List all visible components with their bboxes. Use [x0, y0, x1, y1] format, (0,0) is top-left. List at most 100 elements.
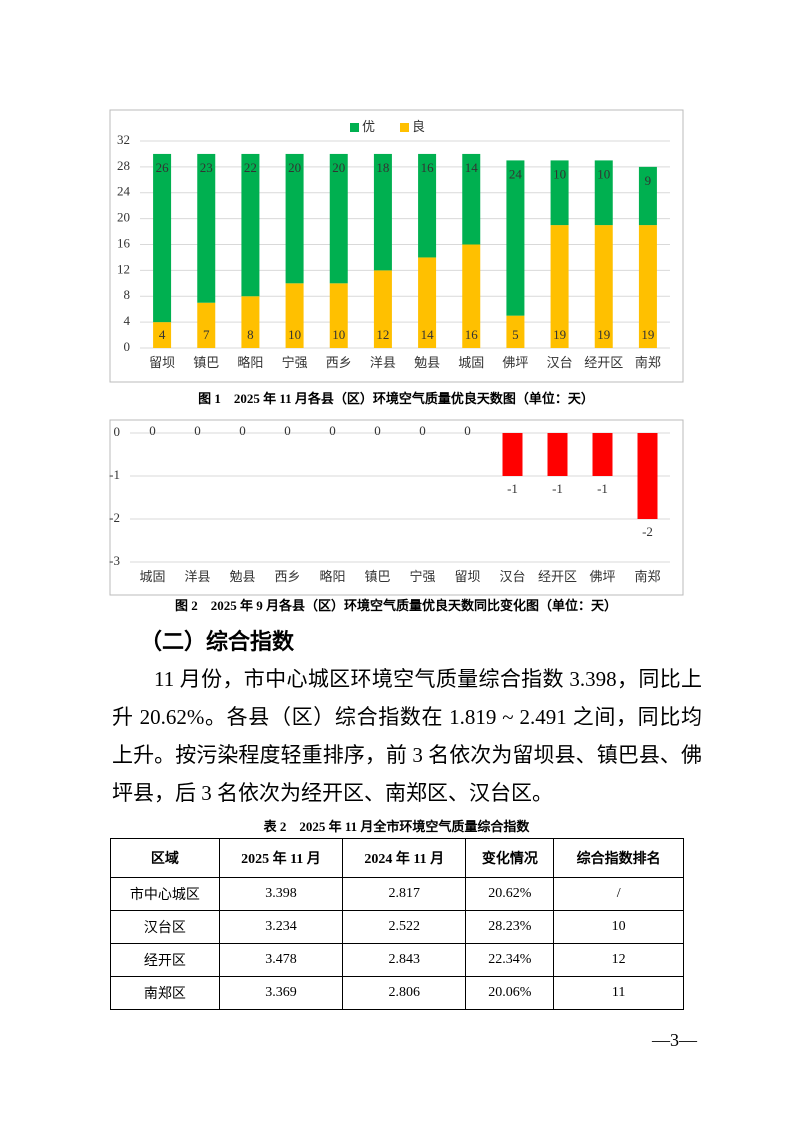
- value-label: 10: [288, 327, 301, 342]
- table-cell: 11: [553, 976, 684, 1010]
- y-tick-label: 0: [124, 339, 131, 354]
- value-label: 0: [284, 423, 291, 438]
- value-label: 14: [421, 327, 435, 342]
- x-tick-label: 西乡: [274, 569, 300, 584]
- bar-segment: [373, 153, 392, 271]
- x-tick-label: 勉县: [414, 355, 440, 370]
- table-cell: /: [553, 877, 684, 911]
- table-cell: 2.522: [342, 910, 467, 944]
- table-cell: 3.369: [218, 976, 344, 1010]
- x-tick-label: 留坝: [454, 569, 480, 584]
- value-label: 19: [597, 327, 610, 342]
- bar-segment: [638, 166, 657, 226]
- page-number: —3—: [652, 1030, 697, 1050]
- bar-segment: [241, 153, 260, 297]
- value-label: 4: [159, 327, 166, 342]
- value-label: 0: [419, 423, 426, 438]
- chart-frame: [109, 419, 684, 596]
- value-label: 0: [149, 423, 156, 438]
- table-cell: 20.06%: [465, 976, 555, 1010]
- value-label: 16: [421, 160, 435, 175]
- value-label: 12: [376, 327, 389, 342]
- y-tick-label: 16: [117, 235, 131, 250]
- bar-segment: [153, 322, 172, 348]
- bar-segment: [594, 225, 613, 348]
- bar: [547, 433, 568, 476]
- value-label: 5: [512, 327, 519, 342]
- table-cell: 12: [553, 943, 684, 977]
- x-tick-label: 西乡: [326, 355, 352, 370]
- x-tick-label: 城固: [458, 355, 484, 370]
- y-tick-label: -1: [109, 467, 120, 482]
- table-cell: 2.843: [342, 943, 467, 977]
- x-tick-label: 经开区: [538, 569, 577, 584]
- value-label: 9: [645, 173, 652, 188]
- x-tick-label: 城固: [139, 569, 165, 584]
- bar-segment: [550, 225, 569, 348]
- bar-segment: [418, 257, 437, 348]
- value-label: 16: [465, 327, 479, 342]
- value-label: 14: [465, 160, 479, 175]
- x-tick-label: 汉台: [499, 569, 525, 584]
- y-tick-label: 28: [117, 158, 130, 173]
- x-tick-label: 宁强: [282, 355, 308, 370]
- value-label: 24: [509, 166, 523, 181]
- x-tick-label: 佛坪: [502, 355, 528, 370]
- value-label: 10: [332, 327, 345, 342]
- table-cell: 2.817: [342, 877, 467, 911]
- x-tick-label: 略阳: [237, 355, 263, 370]
- bar: [637, 433, 658, 519]
- value-label: 0: [464, 423, 471, 438]
- value-label: -1: [597, 481, 608, 496]
- x-tick-label: 镇巴: [193, 355, 219, 370]
- bar-segment: [197, 153, 216, 303]
- bar: [592, 433, 613, 476]
- value-label: 19: [553, 327, 566, 342]
- table-cell: 28.23%: [465, 910, 555, 944]
- table-cell: 3.478: [218, 943, 344, 977]
- bar-segment: [462, 153, 481, 245]
- value-label: 23: [200, 160, 213, 175]
- table-cell: 经开区: [110, 943, 220, 977]
- header-cell: 变化情况: [465, 838, 555, 878]
- table-cell: 市中心城区: [110, 877, 220, 911]
- y-tick-label: 8: [124, 287, 131, 302]
- table-row: 汉台区 3.234 2.522 28.23% 10: [110, 910, 684, 944]
- header-row: 区域 2025 年 11 月 2024 年 11 月变化情况 综合指数排名: [110, 838, 684, 878]
- header-cell: 2024 年 11 月: [342, 838, 467, 878]
- table-row: 经开区 3.478 2.843 22.34% 12: [110, 943, 684, 977]
- value-label: 10: [597, 166, 610, 181]
- value-label: 8: [247, 327, 254, 342]
- x-tick-label: 略阳: [319, 569, 345, 584]
- section-heading: （二）综合指数: [140, 630, 295, 655]
- y-tick-label: -3: [109, 553, 120, 568]
- legend-swatch: [350, 123, 359, 132]
- x-tick-label: 洋县: [184, 569, 210, 584]
- value-label: -1: [552, 481, 563, 496]
- bar-segment: [329, 283, 348, 348]
- y-tick-label: -2: [109, 510, 120, 525]
- x-tick-label: 留坝: [149, 355, 175, 370]
- x-tick-label: 洋县: [370, 355, 396, 370]
- value-label: 20: [288, 160, 301, 175]
- x-tick-label: 南郑: [634, 569, 660, 584]
- header-cell: 区域: [110, 838, 220, 878]
- value-label: -2: [642, 524, 653, 539]
- x-tick-label: 南郑: [635, 355, 661, 370]
- value-label: 0: [194, 423, 201, 438]
- value-label: 20: [332, 160, 345, 175]
- table-cell: 汉台区: [110, 910, 220, 944]
- table-cell: 10: [553, 910, 684, 944]
- x-tick-label: 汉台: [547, 355, 573, 370]
- bar-segment: [153, 153, 172, 323]
- table-cell: 22.34%: [465, 943, 555, 977]
- bar-segment: [594, 160, 613, 226]
- bar-segment: [418, 153, 437, 258]
- bar-segment: [462, 244, 481, 348]
- legend-label: 良: [412, 119, 425, 134]
- bar: [502, 433, 523, 476]
- chart-caption: 图 2 2025 年 9 月各县（区）环境空气质量优良天数同比变化图（单位：天）: [175, 598, 617, 613]
- legend-label: 优: [362, 119, 375, 134]
- bar-segment: [285, 283, 304, 348]
